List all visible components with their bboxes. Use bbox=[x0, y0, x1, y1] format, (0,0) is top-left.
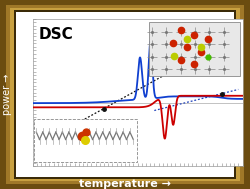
Text: power →: power → bbox=[2, 74, 12, 115]
Text: temperature →: temperature → bbox=[79, 179, 171, 189]
Text: DSC: DSC bbox=[39, 27, 74, 42]
Bar bbox=[34, 119, 137, 162]
Bar bbox=[16, 12, 234, 177]
Bar bbox=[149, 22, 240, 76]
Bar bbox=[14, 10, 236, 179]
